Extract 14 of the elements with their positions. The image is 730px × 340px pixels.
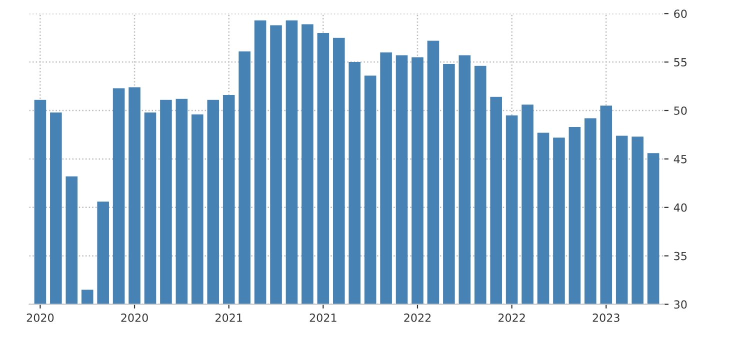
y-tick-label: 35 (674, 252, 686, 260)
x-tick-label: 2022 (498, 314, 525, 322)
y-tick-label: 40 (674, 203, 687, 212)
y-tick-label: 45 (674, 155, 686, 164)
x-tick-label: 2021 (216, 314, 242, 322)
x-tick-label: 2023 (592, 314, 620, 322)
x-tick-label: 2020 (121, 314, 148, 322)
x-tick-label: 2020 (26, 314, 54, 322)
y-tick-label: 30 (674, 300, 687, 309)
y-tick-label: 50 (674, 106, 687, 115)
x-tick-label: 2021 (310, 314, 336, 322)
y-tick-label: 60 (674, 10, 687, 18)
x-tick-label: 2022 (404, 314, 431, 322)
y-tick-label: 55 (674, 58, 686, 66)
